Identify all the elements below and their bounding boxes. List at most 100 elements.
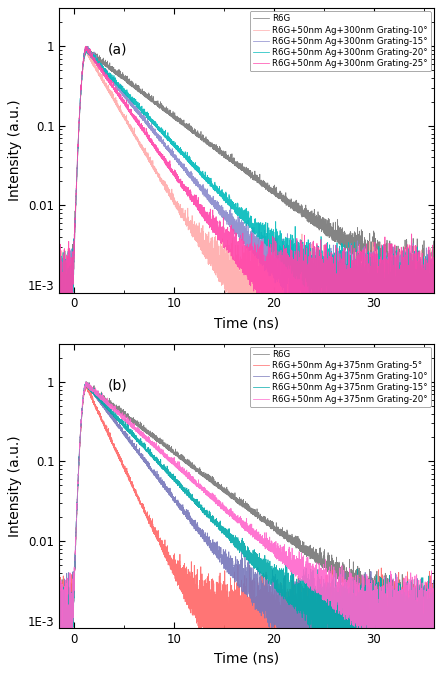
R6G+50nm Ag+300nm Grating-10° bbox=[365, 286, 370, 295]
R6G+50nm Ag+375nm Grating-15° bbox=[336, 620, 342, 628]
R6G+50nm Ag+300nm Grating-10° bbox=[431, 293, 436, 301]
R6G+50nm Ag+300nm Grating-20° bbox=[125, 92, 130, 100]
R6G+50nm Ag+375nm Grating-20° bbox=[336, 603, 341, 611]
R6G+50nm Ag+375nm Grating-5° bbox=[365, 601, 370, 609]
Y-axis label: Intensity (a.u.): Intensity (a.u.) bbox=[8, 435, 23, 537]
R6G+50nm Ag+300nm Grating-10° bbox=[282, 290, 287, 298]
R6G+50nm Ag+300nm Grating-15° bbox=[431, 255, 436, 264]
R6G+50nm Ag+375nm Grating-15° bbox=[57, 652, 62, 660]
R6G+50nm Ag+375nm Grating-20° bbox=[281, 545, 286, 553]
R6G+50nm Ag+300nm Grating-25° bbox=[57, 315, 62, 324]
R6G bbox=[300, 207, 305, 215]
R6G+50nm Ag+375nm Grating-5° bbox=[57, 624, 62, 632]
Legend: R6G, R6G+50nm Ag+375nm Grating-5°, R6G+50nm Ag+375nm Grating-10°, R6G+50nm Ag+37: R6G, R6G+50nm Ag+375nm Grating-5°, R6G+5… bbox=[250, 346, 431, 407]
R6G bbox=[125, 410, 130, 418]
Text: (a): (a) bbox=[108, 42, 128, 57]
Line: R6G: R6G bbox=[59, 47, 434, 326]
X-axis label: Time (ns): Time (ns) bbox=[214, 652, 279, 666]
R6G+50nm Ag+375nm Grating-15° bbox=[125, 427, 130, 435]
R6G bbox=[281, 529, 286, 537]
R6G+50nm Ag+300nm Grating-15° bbox=[282, 263, 287, 271]
R6G+50nm Ag+300nm Grating-20° bbox=[300, 261, 305, 269]
R6G+50nm Ag+300nm Grating-20° bbox=[57, 262, 62, 270]
R6G+50nm Ag+300nm Grating-10° bbox=[300, 294, 305, 302]
R6G+50nm Ag+300nm Grating-15° bbox=[57, 278, 62, 286]
R6G+50nm Ag+375nm Grating-20° bbox=[83, 378, 88, 386]
R6G bbox=[282, 194, 287, 202]
R6G+50nm Ag+375nm Grating-10° bbox=[125, 435, 130, 443]
R6G+50nm Ag+375nm Grating-10° bbox=[84, 378, 89, 386]
R6G bbox=[57, 657, 62, 665]
R6G+50nm Ag+375nm Grating-20° bbox=[300, 570, 305, 578]
R6G+50nm Ag+300nm Grating-15° bbox=[125, 94, 130, 102]
R6G+50nm Ag+375nm Grating-20° bbox=[431, 632, 436, 640]
R6G+50nm Ag+375nm Grating-15° bbox=[200, 505, 205, 513]
R6G+50nm Ag+300nm Grating-20° bbox=[365, 286, 370, 294]
Text: (b): (b) bbox=[108, 378, 128, 392]
R6G+50nm Ag+375nm Grating-10° bbox=[431, 622, 436, 630]
Line: R6G+50nm Ag+300nm Grating-25°: R6G+50nm Ag+300nm Grating-25° bbox=[59, 47, 434, 319]
R6G+50nm Ag+300nm Grating-25° bbox=[431, 259, 436, 267]
R6G+50nm Ag+300nm Grating-15° bbox=[300, 277, 305, 285]
R6G+50nm Ag+375nm Grating-20° bbox=[200, 483, 205, 491]
R6G+50nm Ag+300nm Grating-10° bbox=[57, 319, 63, 327]
R6G+50nm Ag+375nm Grating-5° bbox=[300, 648, 305, 656]
Line: R6G+50nm Ag+300nm Grating-20°: R6G+50nm Ag+300nm Grating-20° bbox=[59, 47, 434, 324]
R6G+50nm Ag+375nm Grating-15° bbox=[431, 606, 436, 614]
R6G+50nm Ag+300nm Grating-20° bbox=[57, 319, 62, 328]
Y-axis label: Intensity (a.u.): Intensity (a.u.) bbox=[8, 100, 23, 202]
R6G+50nm Ag+375nm Grating-10° bbox=[365, 650, 370, 658]
R6G bbox=[85, 42, 90, 51]
R6G+50nm Ag+300nm Grating-25° bbox=[365, 282, 370, 290]
R6G+50nm Ag+300nm Grating-25° bbox=[57, 312, 62, 320]
R6G+50nm Ag+375nm Grating-15° bbox=[282, 591, 287, 599]
R6G+50nm Ag+300nm Grating-25° bbox=[336, 299, 342, 307]
R6G+50nm Ag+300nm Grating-10° bbox=[125, 117, 130, 125]
R6G bbox=[57, 305, 62, 313]
R6G+50nm Ag+375nm Grating-10° bbox=[57, 603, 62, 611]
R6G bbox=[84, 378, 89, 386]
R6G+50nm Ag+300nm Grating-15° bbox=[57, 318, 62, 326]
Line: R6G+50nm Ag+375nm Grating-20°: R6G+50nm Ag+375nm Grating-20° bbox=[59, 382, 434, 652]
Line: R6G+50nm Ag+375nm Grating-15°: R6G+50nm Ag+375nm Grating-15° bbox=[59, 382, 434, 656]
R6G+50nm Ag+300nm Grating-20° bbox=[431, 264, 436, 272]
R6G+50nm Ag+375nm Grating-5° bbox=[200, 594, 205, 602]
R6G+50nm Ag+375nm Grating-10° bbox=[58, 650, 63, 658]
Line: R6G+50nm Ag+300nm Grating-10°: R6G+50nm Ag+300nm Grating-10° bbox=[59, 47, 434, 323]
R6G+50nm Ag+300nm Grating-20° bbox=[336, 290, 342, 298]
R6G+50nm Ag+375nm Grating-5° bbox=[125, 472, 130, 480]
R6G+50nm Ag+375nm Grating-5° bbox=[57, 648, 62, 656]
Legend: R6G, R6G+50nm Ag+300nm Grating-10°, R6G+50nm Ag+300nm Grating-15°, R6G+50nm Ag+3: R6G, R6G+50nm Ag+300nm Grating-10°, R6G+… bbox=[250, 11, 431, 71]
R6G+50nm Ag+300nm Grating-10° bbox=[84, 42, 89, 51]
R6G bbox=[431, 273, 436, 281]
R6G bbox=[431, 608, 436, 616]
R6G+50nm Ag+300nm Grating-10° bbox=[336, 256, 342, 264]
R6G+50nm Ag+375nm Grating-5° bbox=[336, 646, 342, 654]
R6G+50nm Ag+375nm Grating-5° bbox=[282, 622, 287, 630]
R6G+50nm Ag+300nm Grating-15° bbox=[365, 307, 370, 315]
R6G+50nm Ag+300nm Grating-25° bbox=[125, 105, 130, 113]
R6G+50nm Ag+300nm Grating-10° bbox=[200, 234, 205, 242]
R6G bbox=[336, 565, 341, 574]
R6G bbox=[300, 547, 305, 555]
R6G bbox=[125, 78, 130, 86]
R6G+50nm Ag+300nm Grating-15° bbox=[336, 318, 342, 326]
R6G+50nm Ag+375nm Grating-10° bbox=[282, 609, 287, 617]
R6G bbox=[57, 321, 62, 330]
R6G+50nm Ag+300nm Grating-10° bbox=[57, 259, 62, 268]
R6G+50nm Ag+300nm Grating-20° bbox=[200, 174, 205, 182]
R6G+50nm Ag+300nm Grating-25° bbox=[282, 293, 287, 301]
Line: R6G: R6G bbox=[59, 382, 434, 661]
R6G+50nm Ag+375nm Grating-20° bbox=[57, 648, 62, 656]
R6G+50nm Ag+300nm Grating-15° bbox=[200, 188, 205, 196]
R6G+50nm Ag+375nm Grating-10° bbox=[336, 650, 342, 658]
R6G+50nm Ag+300nm Grating-15° bbox=[85, 42, 91, 51]
R6G+50nm Ag+375nm Grating-15° bbox=[83, 378, 88, 386]
Line: R6G+50nm Ag+375nm Grating-5°: R6G+50nm Ag+375nm Grating-5° bbox=[59, 382, 434, 652]
R6G+50nm Ag+375nm Grating-10° bbox=[300, 607, 305, 615]
R6G+50nm Ag+300nm Grating-20° bbox=[282, 252, 287, 260]
R6G+50nm Ag+375nm Grating-20° bbox=[365, 581, 370, 589]
R6G bbox=[365, 239, 370, 247]
R6G+50nm Ag+375nm Grating-20° bbox=[125, 419, 130, 427]
R6G+50nm Ag+375nm Grating-15° bbox=[300, 590, 305, 598]
